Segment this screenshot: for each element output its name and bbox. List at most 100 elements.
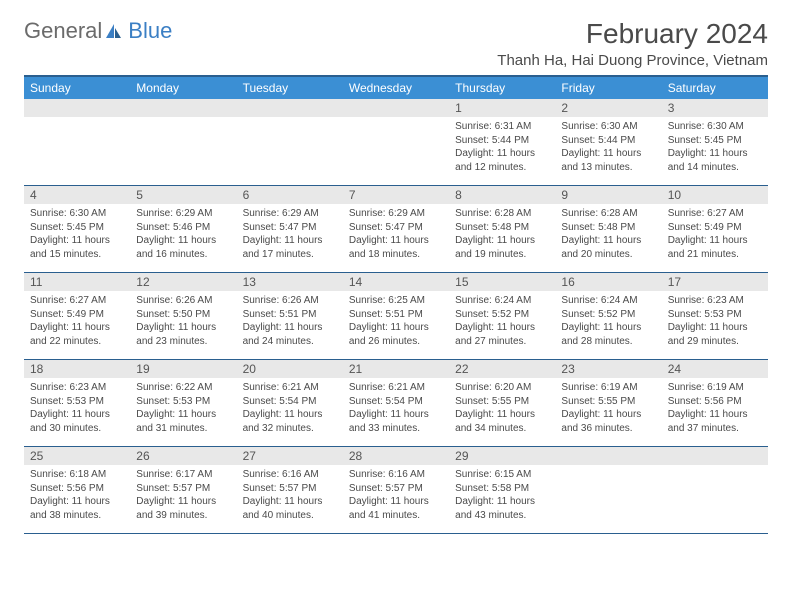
- day-number: 3: [662, 99, 768, 117]
- calendar-day: 9Sunrise: 6:28 AMSunset: 5:48 PMDaylight…: [555, 186, 661, 272]
- logo: General Blue: [24, 18, 172, 44]
- day-number: [555, 447, 661, 465]
- daylight-text: Daylight: 11 hours and 39 minutes.: [136, 495, 230, 522]
- sunset-text: Sunset: 5:53 PM: [30, 395, 124, 409]
- sunset-text: Sunset: 5:51 PM: [243, 308, 337, 322]
- calendar-day: 20Sunrise: 6:21 AMSunset: 5:54 PMDayligh…: [237, 360, 343, 446]
- sunrise-text: Sunrise: 6:19 AM: [668, 381, 762, 395]
- day-number: 19: [130, 360, 236, 378]
- sunset-text: Sunset: 5:47 PM: [349, 221, 443, 235]
- weekday-header: Monday: [130, 77, 236, 99]
- sunset-text: Sunset: 5:44 PM: [561, 134, 655, 148]
- sunrise-text: Sunrise: 6:29 AM: [136, 207, 230, 221]
- sunrise-text: Sunrise: 6:16 AM: [243, 468, 337, 482]
- calendar-day: 5 Sunrise: 6:29 AMSunset: 5:46 PMDaylight…: [130, 186, 236, 272]
- day-number: 10: [662, 186, 768, 204]
- day-content: Sunrise: 6:18 AMSunset: 5:56 PMDaylight:…: [24, 465, 130, 526]
- weekday-header: Thursday: [449, 77, 555, 99]
- sunrise-text: Sunrise: 6:25 AM: [349, 294, 443, 308]
- sunset-text: Sunset: 5:49 PM: [30, 308, 124, 322]
- calendar: Sunday Monday Tuesday Wednesday Thursday…: [24, 75, 768, 534]
- sunrise-text: Sunrise: 6:21 AM: [243, 381, 337, 395]
- calendar-day: 2Sunrise: 6:30 AMSunset: 5:44 PMDaylight…: [555, 99, 661, 185]
- day-number: 23: [555, 360, 661, 378]
- calendar-day: 25Sunrise: 6:18 AMSunset: 5:56 PMDayligh…: [24, 447, 130, 533]
- day-content: Sunrise: 6:20 AMSunset: 5:55 PMDaylight:…: [449, 378, 555, 439]
- day-number: 22: [449, 360, 555, 378]
- daylight-text: Daylight: 11 hours and 16 minutes.: [136, 234, 230, 261]
- day-content: Sunrise: 6:19 AMSunset: 5:56 PMDaylight:…: [662, 378, 768, 439]
- day-content: Sunrise: 6:21 AMSunset: 5:54 PMDaylight:…: [343, 378, 449, 439]
- day-number: [24, 99, 130, 117]
- sunrise-text: Sunrise: 6:23 AM: [30, 381, 124, 395]
- day-number: 25: [24, 447, 130, 465]
- sunrise-text: Sunrise: 6:26 AM: [243, 294, 337, 308]
- day-number: 20: [237, 360, 343, 378]
- daylight-text: Daylight: 11 hours and 38 minutes.: [30, 495, 124, 522]
- day-content: Sunrise: 6:30 AMSunset: 5:44 PMDaylight:…: [555, 117, 661, 178]
- sunset-text: Sunset: 5:53 PM: [136, 395, 230, 409]
- sunset-text: Sunset: 5:52 PM: [561, 308, 655, 322]
- sunset-text: Sunset: 5:48 PM: [455, 221, 549, 235]
- calendar-day: 15Sunrise: 6:24 AMSunset: 5:52 PMDayligh…: [449, 273, 555, 359]
- day-content: Sunrise: 6:25 AMSunset: 5:51 PMDaylight:…: [343, 291, 449, 352]
- calendar-day: 10Sunrise: 6:27 AMSunset: 5:49 PMDayligh…: [662, 186, 768, 272]
- sunset-text: Sunset: 5:45 PM: [30, 221, 124, 235]
- calendar-day: 24Sunrise: 6:19 AMSunset: 5:56 PMDayligh…: [662, 360, 768, 446]
- sunrise-text: Sunrise: 6:22 AM: [136, 381, 230, 395]
- day-content: Sunrise: 6:21 AMSunset: 5:54 PMDaylight:…: [237, 378, 343, 439]
- day-content: Sunrise: 6:24 AMSunset: 5:52 PMDaylight:…: [449, 291, 555, 352]
- calendar-week: 18Sunrise: 6:23 AMSunset: 5:53 PMDayligh…: [24, 360, 768, 447]
- calendar-day: 19Sunrise: 6:22 AMSunset: 5:53 PMDayligh…: [130, 360, 236, 446]
- sunrise-text: Sunrise: 6:18 AM: [30, 468, 124, 482]
- day-number: 15: [449, 273, 555, 291]
- sunset-text: Sunset: 5:58 PM: [455, 482, 549, 496]
- sunrise-text: Sunrise: 6:30 AM: [30, 207, 124, 221]
- title-block: February 2024 Thanh Ha, Hai Duong Provin…: [497, 18, 768, 69]
- sunrise-text: Sunrise: 6:16 AM: [349, 468, 443, 482]
- day-number: 2: [555, 99, 661, 117]
- calendar-day: 23Sunrise: 6:19 AMSunset: 5:55 PMDayligh…: [555, 360, 661, 446]
- day-content: Sunrise: 6:15 AMSunset: 5:58 PMDaylight:…: [449, 465, 555, 526]
- day-number: 16: [555, 273, 661, 291]
- header: General Blue February 2024 Thanh Ha, Hai…: [24, 18, 768, 69]
- sunset-text: Sunset: 5:46 PM: [136, 221, 230, 235]
- calendar-day: [130, 99, 236, 185]
- day-content: Sunrise: 6:16 AMSunset: 5:57 PMDaylight:…: [237, 465, 343, 526]
- day-number: 1: [449, 99, 555, 117]
- calendar-day: 3Sunrise: 6:30 AMSunset: 5:45 PMDaylight…: [662, 99, 768, 185]
- sunrise-text: Sunrise: 6:19 AM: [561, 381, 655, 395]
- daylight-text: Daylight: 11 hours and 14 minutes.: [668, 147, 762, 174]
- sunset-text: Sunset: 5:55 PM: [561, 395, 655, 409]
- daylight-text: Daylight: 11 hours and 19 minutes.: [455, 234, 549, 261]
- day-number: 27: [237, 447, 343, 465]
- day-content: Sunrise: 6:27 AMSunset: 5:49 PMDaylight:…: [24, 291, 130, 352]
- daylight-text: Daylight: 11 hours and 41 minutes.: [349, 495, 443, 522]
- sunset-text: Sunset: 5:57 PM: [243, 482, 337, 496]
- day-content: Sunrise: 6:28 AMSunset: 5:48 PMDaylight:…: [449, 204, 555, 265]
- day-number: 13: [237, 273, 343, 291]
- calendar-day: 6Sunrise: 6:29 AMSunset: 5:47 PMDaylight…: [237, 186, 343, 272]
- calendar-day: 22Sunrise: 6:20 AMSunset: 5:55 PMDayligh…: [449, 360, 555, 446]
- calendar-week: 11Sunrise: 6:27 AMSunset: 5:49 PMDayligh…: [24, 273, 768, 360]
- day-number: [130, 99, 236, 117]
- day-number: 5: [130, 186, 236, 204]
- month-title: February 2024: [497, 18, 768, 50]
- daylight-text: Daylight: 11 hours and 12 minutes.: [455, 147, 549, 174]
- sunrise-text: Sunrise: 6:30 AM: [668, 120, 762, 134]
- day-number: [343, 99, 449, 117]
- day-number: 7: [343, 186, 449, 204]
- daylight-text: Daylight: 11 hours and 34 minutes.: [455, 408, 549, 435]
- daylight-text: Daylight: 11 hours and 26 minutes.: [349, 321, 443, 348]
- logo-text-1: General: [24, 18, 102, 44]
- calendar-day: 18Sunrise: 6:23 AMSunset: 5:53 PMDayligh…: [24, 360, 130, 446]
- calendar-day: 7Sunrise: 6:29 AMSunset: 5:47 PMDaylight…: [343, 186, 449, 272]
- sunset-text: Sunset: 5:56 PM: [668, 395, 762, 409]
- day-number: 14: [343, 273, 449, 291]
- day-number: 12: [130, 273, 236, 291]
- day-number: 18: [24, 360, 130, 378]
- sunset-text: Sunset: 5:55 PM: [455, 395, 549, 409]
- logo-sail-icon: [104, 22, 124, 40]
- calendar-day: 14Sunrise: 6:25 AMSunset: 5:51 PMDayligh…: [343, 273, 449, 359]
- day-number: 8: [449, 186, 555, 204]
